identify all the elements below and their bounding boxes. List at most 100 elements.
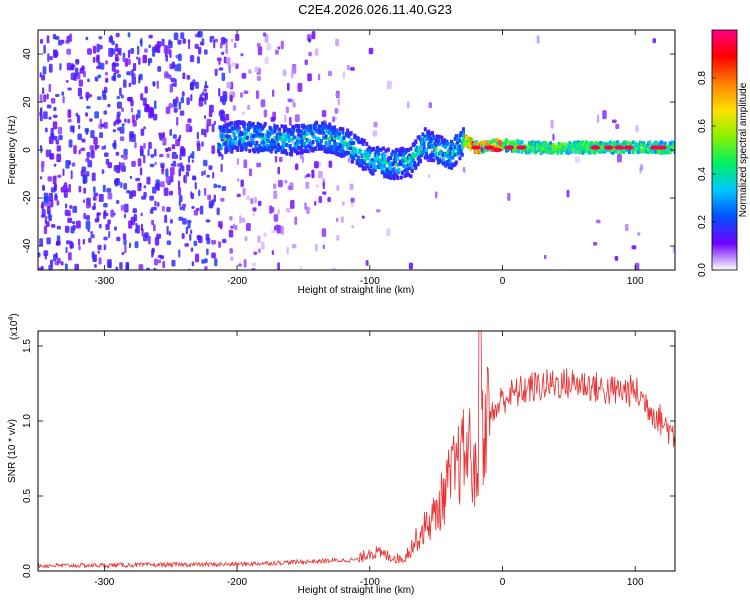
noise-speckle [250, 198, 253, 205]
ridge-cell [571, 147, 575, 152]
noise-speckle [128, 220, 133, 229]
ridge-cell [564, 142, 568, 147]
ridge-cell [255, 140, 259, 145]
noise-speckle [110, 35, 113, 42]
noise-speckle [140, 93, 144, 101]
ridge-cell [297, 132, 301, 137]
ridge-cell [590, 149, 594, 154]
noise-speckle [68, 252, 72, 261]
noise-speckle [46, 237, 51, 245]
ridge-cell [362, 159, 366, 164]
noise-speckle [221, 51, 225, 56]
noise-speckle [60, 261, 64, 266]
noise-speckle [75, 220, 81, 229]
noise-speckle [81, 65, 85, 71]
noise-speckle [615, 123, 620, 130]
noise-speckle [99, 118, 102, 125]
noise-speckle [260, 99, 266, 108]
noise-speckle [153, 113, 158, 121]
noise-speckle [80, 170, 86, 177]
ridge-cell [374, 158, 378, 163]
noise-speckle [86, 156, 90, 162]
noise-speckle [96, 55, 100, 62]
ridge-cell [451, 155, 455, 160]
noise-speckle [157, 201, 160, 207]
ridge-cell [440, 135, 444, 140]
ridge-cell [325, 127, 329, 132]
noise-speckle [67, 87, 72, 91]
noise-speckle [87, 228, 90, 233]
ridge-cell [315, 120, 319, 125]
ridge-cell [267, 139, 271, 144]
noise-speckle [168, 103, 173, 109]
noise-speckle [368, 47, 374, 55]
ridge-cell [436, 137, 440, 142]
ridge-cell [288, 144, 292, 149]
noise-speckle [166, 240, 172, 246]
noise-speckle [188, 40, 191, 50]
noise-speckle [209, 203, 213, 208]
noise-speckle [350, 197, 355, 203]
ridge-cell [317, 124, 321, 129]
noise-speckle [107, 192, 113, 200]
chart-title: C2E4.2026.026.11.40.G23 [298, 2, 452, 17]
noise-speckle [131, 114, 135, 124]
ridge-cell [360, 163, 364, 168]
ridge-cell [336, 142, 340, 147]
ridge-cell [429, 139, 433, 144]
ridge-cell [397, 169, 401, 174]
noise-speckle [108, 231, 111, 239]
noise-speckle [68, 35, 72, 42]
noise-speckle [103, 152, 109, 157]
noise-speckle [154, 148, 157, 157]
noise-speckle [178, 187, 182, 196]
noise-speckle [107, 103, 111, 108]
noise-speckle [287, 185, 293, 190]
noise-speckle [243, 259, 247, 268]
ridge-cell [460, 152, 464, 157]
ridge-cell [305, 131, 309, 136]
noise-speckle [189, 55, 195, 63]
ridge-cell [328, 140, 332, 145]
noise-speckle [317, 73, 321, 81]
y-tick-label: 20 [22, 96, 33, 108]
noise-speckle [125, 264, 128, 270]
noise-speckle [204, 93, 207, 98]
ridge-cell [229, 128, 233, 133]
noise-speckle [631, 245, 637, 250]
noise-speckle [48, 264, 53, 270]
noise-speckle [637, 232, 641, 236]
noise-speckle [256, 43, 261, 47]
noise-speckle [129, 175, 133, 180]
noise-speckle [171, 259, 176, 267]
ridge-cell [258, 123, 262, 128]
ridge-cell [447, 165, 451, 170]
ridge-cell [218, 144, 222, 149]
ridge-cell [668, 150, 672, 155]
ridge-cell [479, 140, 483, 145]
noise-speckle [196, 56, 201, 64]
noise-speckle [68, 160, 72, 166]
ridge-cell [343, 142, 347, 147]
ridge-cell [385, 171, 389, 176]
ridge-cell [371, 171, 375, 176]
y-tick-label: 1.5 [22, 339, 33, 353]
ridge-cell [225, 144, 229, 149]
noise-speckle [104, 60, 109, 65]
noise-speckle [156, 259, 162, 264]
noise-speckle [162, 261, 166, 269]
noise-speckle [173, 107, 178, 113]
ridge-cell [453, 144, 457, 149]
ridge-cell [269, 127, 273, 132]
ridge-cell [475, 148, 479, 153]
colorbar-tick-label: 0.2 [697, 215, 708, 229]
ridge-cell [241, 147, 245, 152]
ridge-cell [356, 157, 360, 162]
ridge-cell [673, 149, 675, 154]
ridge-hotspot [470, 145, 481, 150]
ridge-cell [618, 150, 622, 155]
ridge-cell [331, 128, 335, 133]
ridge-cell [422, 146, 426, 151]
ridge-cell [366, 147, 370, 152]
noise-speckle [131, 76, 137, 85]
